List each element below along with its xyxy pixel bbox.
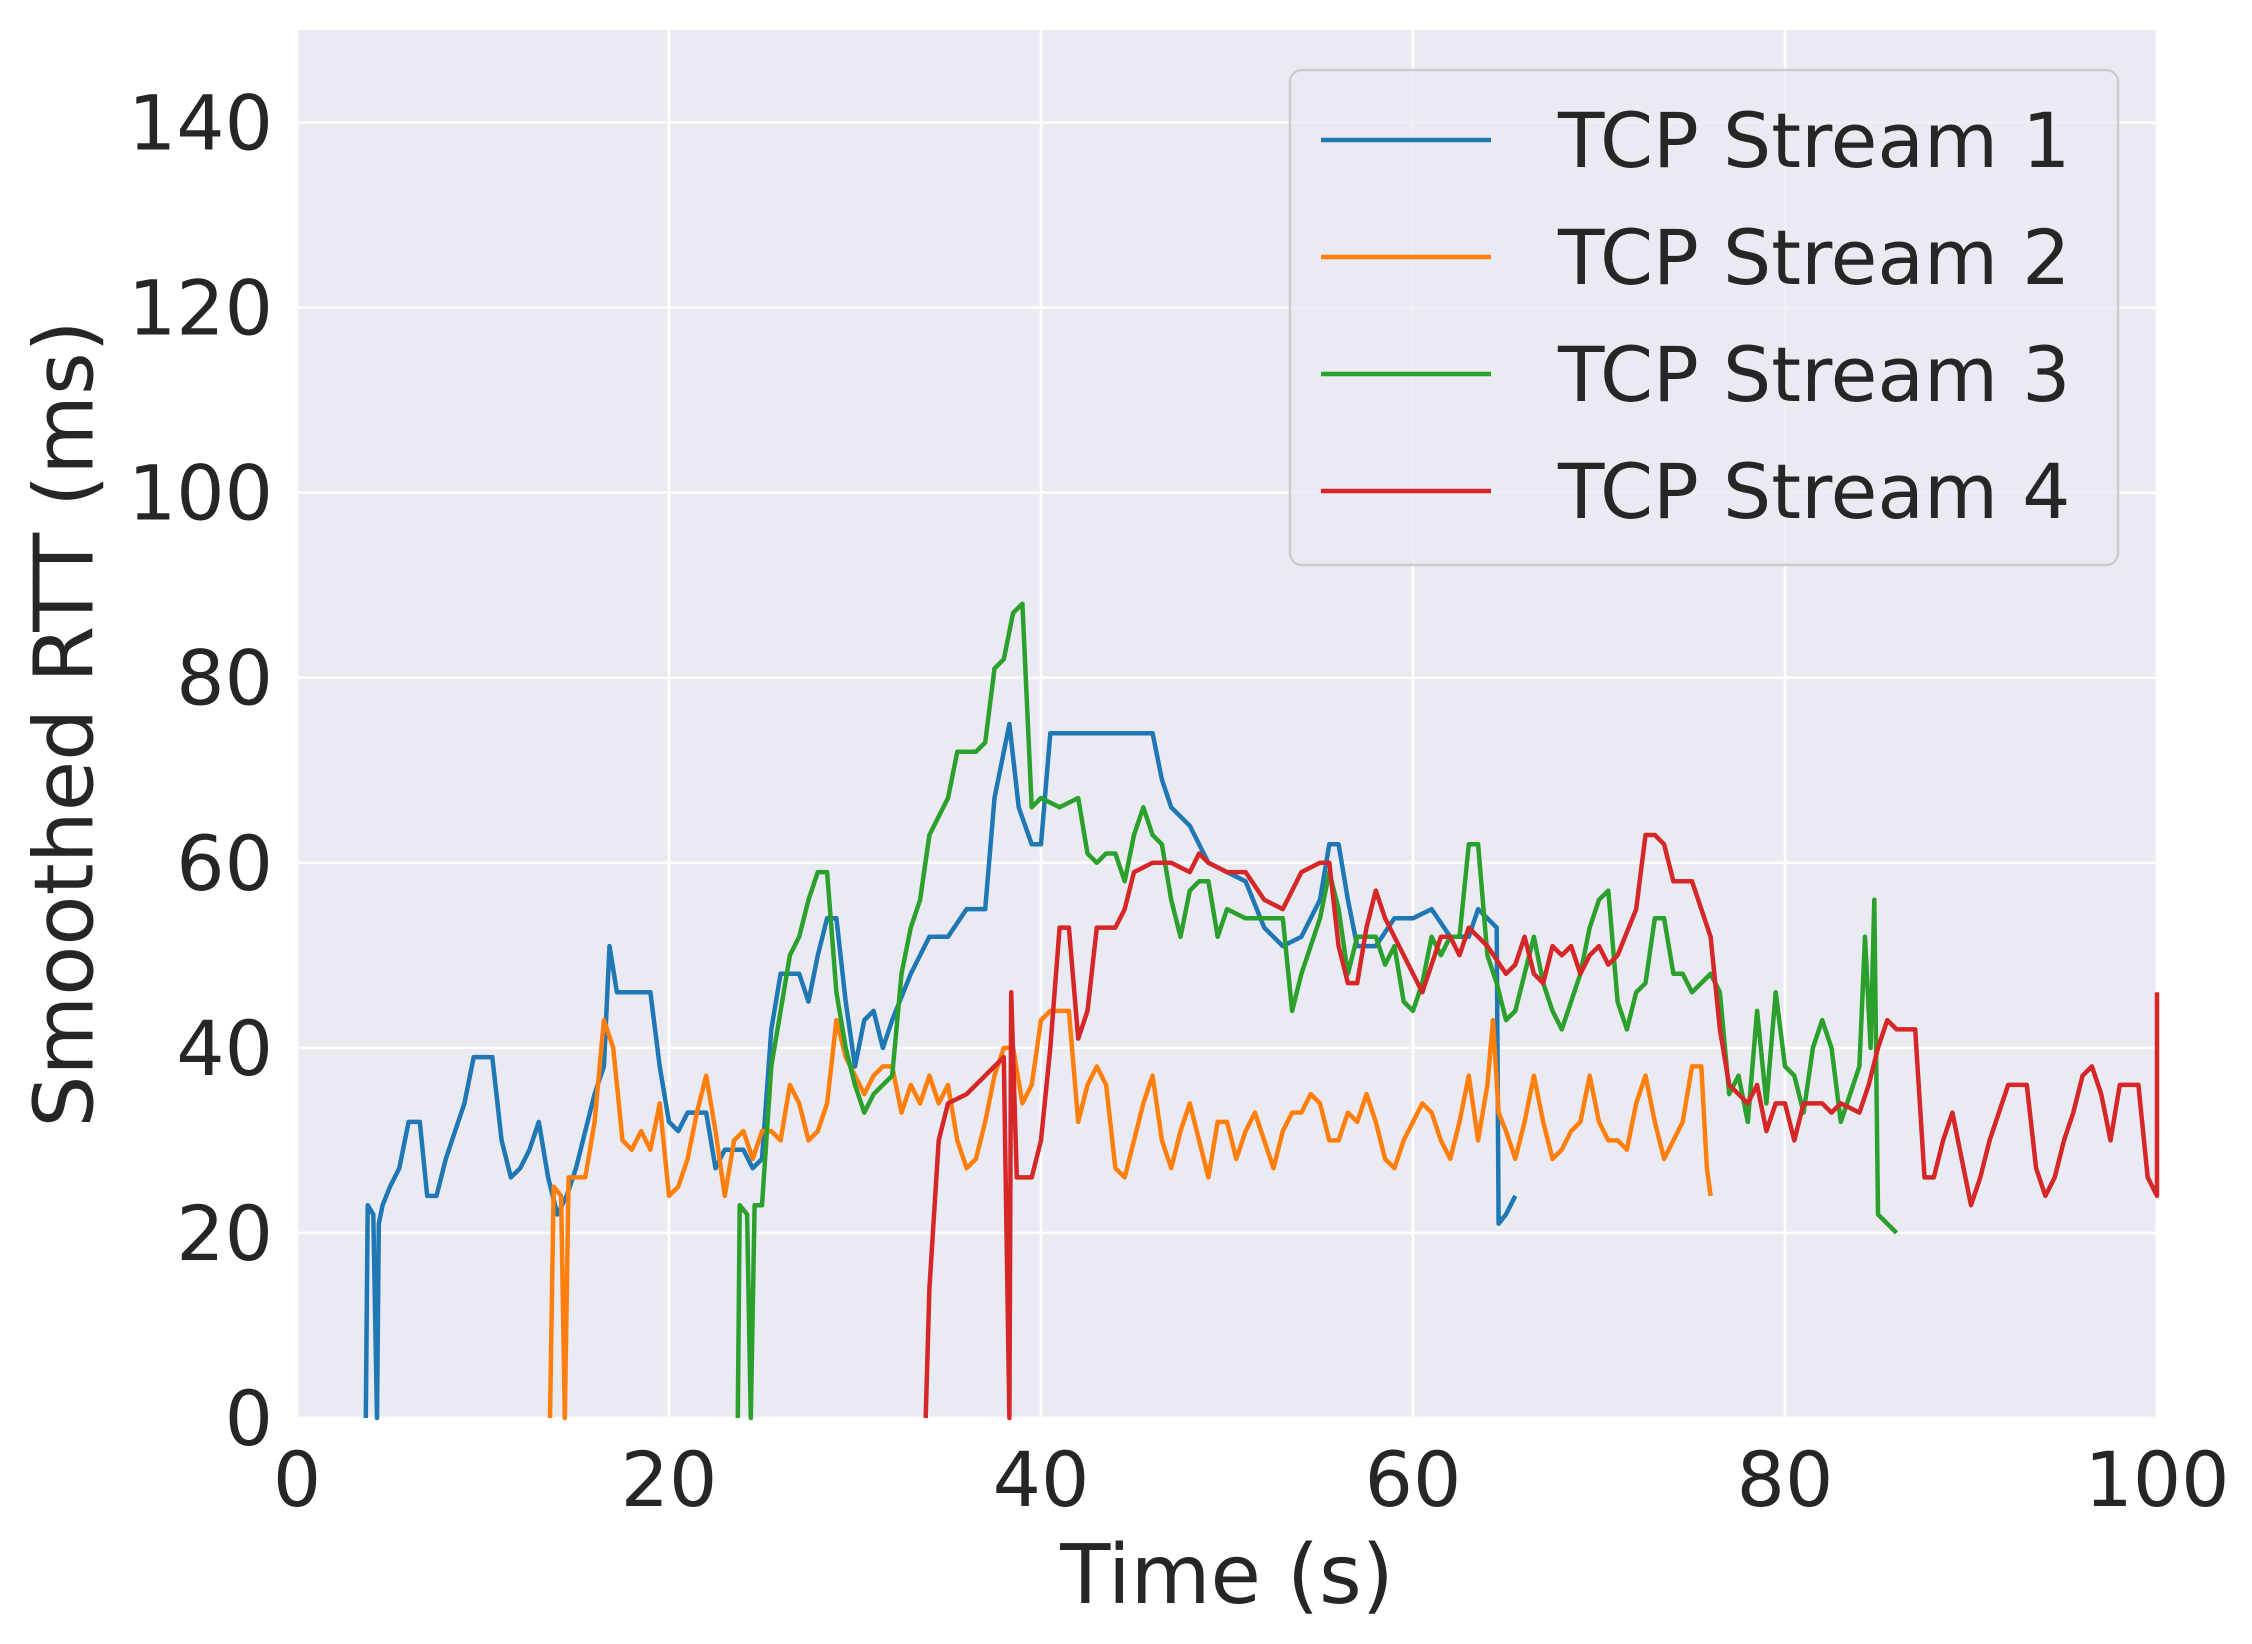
legend-label-2: TCP Stream 2 [1557,213,2071,302]
x-axis-label: Time (s) [1059,1528,1393,1623]
y-tick-label: 0 [225,1374,273,1463]
x-tick-label: 60 [1365,1435,1462,1524]
x-tick-label: 100 [2084,1435,2229,1524]
legend-label-4: TCP Stream 4 [1557,447,2071,536]
y-tick-label: 100 [128,449,273,538]
y-tick-label: 60 [176,819,273,908]
series-line-2 [547,1008,1713,1421]
y-tick-label: 120 [128,264,273,353]
legend-label-1: TCP Stream 1 [1557,96,2071,185]
y-tick-label: 20 [176,1189,273,1278]
x-tick-label: 20 [621,1435,718,1524]
x-tick-label: 80 [1737,1435,1834,1524]
legend-label-3: TCP Stream 3 [1557,330,2071,419]
series-line-4 [923,832,2160,1421]
y-axis-label: Smoothed RTT (ms) [17,320,112,1127]
legend-box [1288,68,2120,567]
axis-ticks: 0 20 40 60 80 100 0 20 40 60 80 100 120 140 [128,79,2230,1524]
legend: TCP Stream 1 TCP Stream 2 TCP Stream 3 TCP … [1288,68,2120,567]
series-line-1 [363,721,1518,1421]
y-tick-label: 140 [128,79,273,168]
series-lines [363,601,2160,1421]
y-tick-label: 40 [176,1004,273,1093]
x-tick-label: 40 [993,1435,1090,1524]
x-tick-label: 0 [273,1435,321,1524]
y-tick-label: 80 [176,634,273,723]
